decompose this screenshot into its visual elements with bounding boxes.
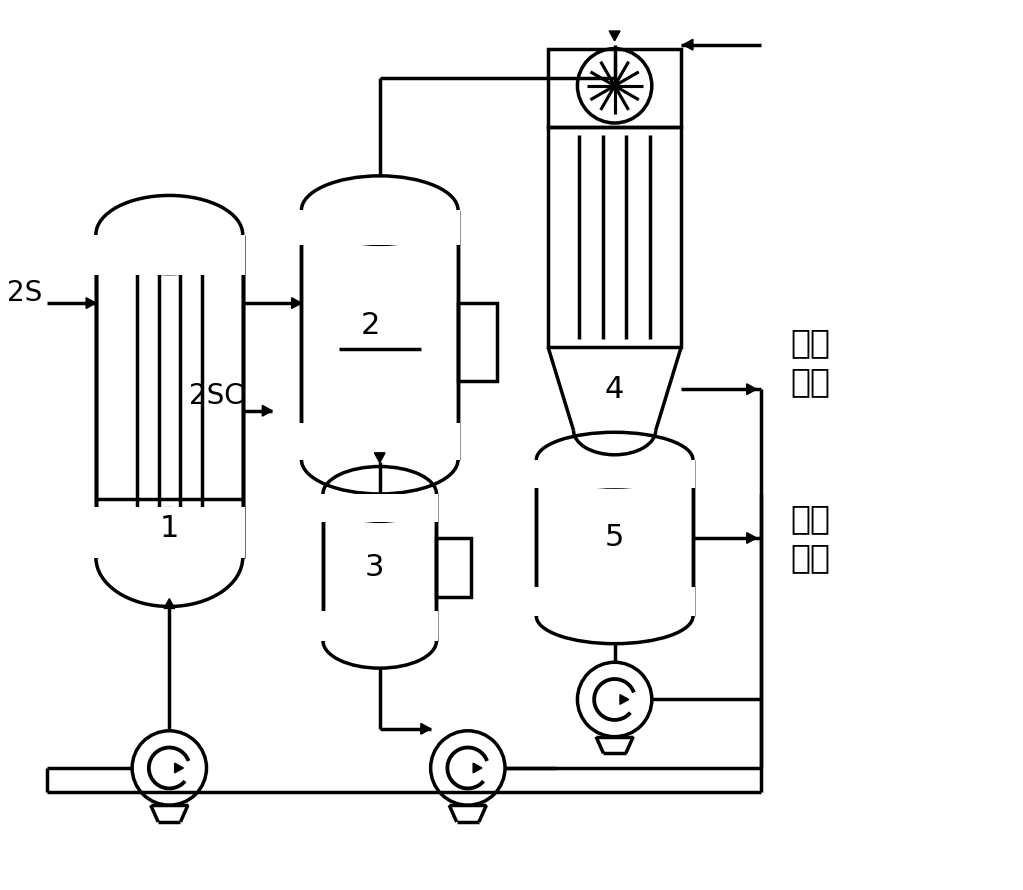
Text: 真空: 真空 [791, 326, 831, 359]
Bar [534, 459, 695, 488]
Polygon shape [262, 405, 272, 417]
Text: 稀醛: 稀醛 [791, 502, 831, 535]
Polygon shape [175, 763, 183, 773]
Polygon shape [683, 39, 693, 50]
Text: 1: 1 [160, 514, 179, 543]
Bar [94, 506, 244, 557]
Text: 4: 4 [605, 375, 624, 404]
Text: 5: 5 [605, 523, 624, 553]
Polygon shape [374, 453, 385, 463]
Polygon shape [86, 297, 96, 309]
Polygon shape [620, 694, 629, 704]
Polygon shape [610, 31, 620, 41]
Bar [437, 538, 471, 596]
Bar [300, 424, 460, 459]
Bar [548, 127, 681, 347]
Polygon shape [474, 763, 482, 773]
Polygon shape [164, 599, 175, 609]
Text: 3: 3 [365, 553, 385, 582]
Bar [321, 494, 439, 522]
Bar [321, 611, 439, 641]
Polygon shape [292, 297, 302, 309]
Text: 2SC: 2SC [189, 382, 243, 410]
Bar [548, 49, 681, 127]
Bar [300, 210, 460, 246]
Bar [534, 587, 695, 616]
Polygon shape [747, 384, 757, 394]
Polygon shape [747, 532, 757, 544]
Text: 回收: 回收 [791, 541, 831, 574]
Bar [458, 303, 497, 382]
Polygon shape [420, 724, 431, 734]
Text: 系统: 系统 [791, 365, 831, 398]
Text: 2S: 2S [7, 279, 42, 307]
Text: 2: 2 [360, 312, 380, 340]
Bar [94, 235, 244, 275]
